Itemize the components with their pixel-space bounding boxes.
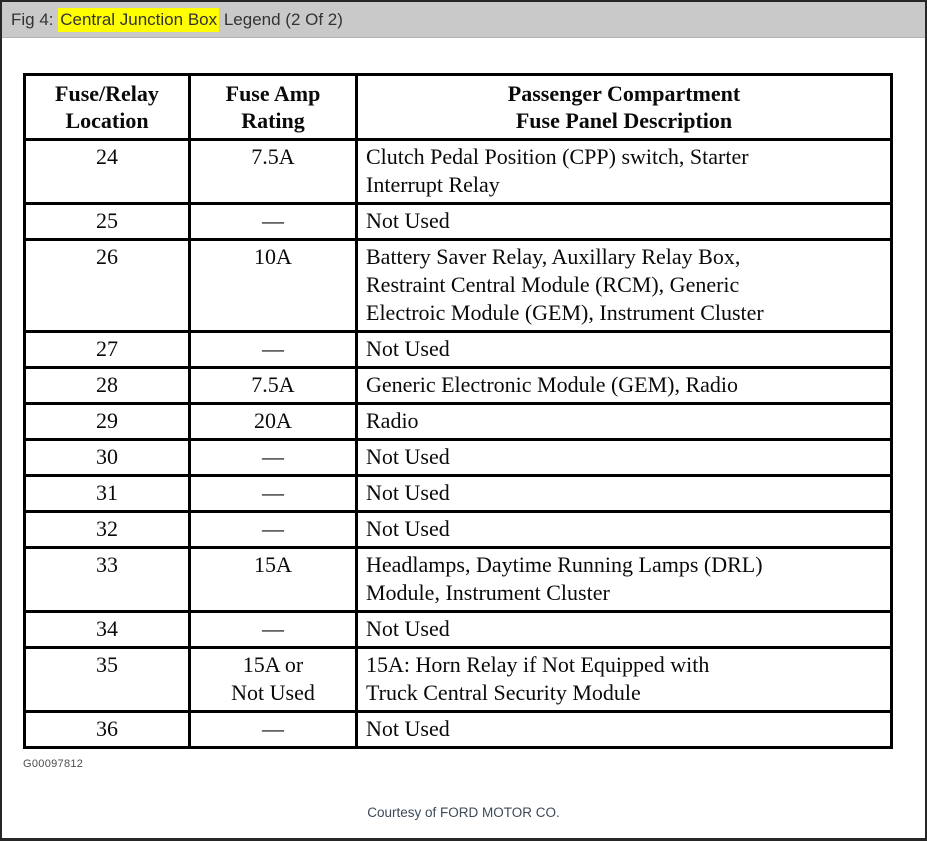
cell-fuse-relay-location: 33: [23, 546, 191, 613]
table-row: 28 7.5A Generic Electronic Module (GEM), R…: [23, 366, 893, 405]
cell-fuse-relay-location: 31: [23, 474, 191, 513]
cell-description: Battery Saver Relay, Auxillary Relay Box…: [355, 238, 893, 333]
cell-fuse-amp-rating: —: [188, 474, 358, 513]
table-row: 24 7.5A Clutch Pedal Position (CPP) switch…: [23, 138, 893, 205]
table-row: 32— Not Used: [23, 510, 893, 549]
table-row: 30— Not Used: [23, 438, 893, 477]
cell-fuse-relay-location: 24: [23, 138, 191, 205]
cell-fuse-relay-location: 34: [23, 610, 191, 649]
figure-code: G00097812: [23, 758, 84, 770]
cell-description: Not Used: [355, 202, 893, 241]
cell-fuse-relay-location: 36: [23, 710, 191, 749]
column-header-fuse-relay-location: Fuse/Relay Location: [23, 73, 191, 141]
cell-fuse-amp-rating: —: [188, 510, 358, 549]
cell-fuse-amp-rating: 20A: [188, 402, 358, 441]
table-row: 27— Not Used: [23, 330, 893, 369]
cell-fuse-relay-location: 25: [23, 202, 191, 241]
cell-fuse-amp-rating: —: [188, 710, 358, 749]
fuse-table-body: 24 7.5A Clutch Pedal Position (CPP) switch…: [23, 138, 893, 749]
cell-description: Headlamps, Daytime Running Lamps (DRL) M…: [355, 546, 893, 613]
cell-description: Not Used: [355, 330, 893, 369]
figure-title-suffix: Legend (2 Of 2): [219, 9, 343, 29]
cell-description: Generic Electronic Module (GEM), Radio: [355, 366, 893, 405]
cell-fuse-amp-rating: —: [188, 202, 358, 241]
table-row: 25— Not Used: [23, 202, 893, 241]
cell-fuse-relay-location: 28: [23, 366, 191, 405]
cell-fuse-amp-rating: 10A: [188, 238, 358, 333]
cell-description: 15A: Horn Relay if Not Equipped with Tru…: [355, 646, 893, 713]
table-header-row: Fuse/Relay Location Fuse Amp Rating Pass…: [23, 73, 893, 141]
fuse-legend-table: Fuse/Relay Location Fuse Amp Rating Pass…: [23, 73, 893, 749]
table-row: 34— Not Used: [23, 610, 893, 649]
table-row: 31— Not Used: [23, 474, 893, 513]
table-row: 29 20A Radio: [23, 402, 893, 441]
cell-fuse-amp-rating: 15A: [188, 546, 358, 613]
cell-description: Not Used: [355, 510, 893, 549]
column-header-fuse-amp-rating: Fuse Amp Rating: [188, 73, 358, 141]
cell-fuse-amp-rating: 15A or Not Used: [188, 646, 358, 713]
table-row: 36— Not Used: [23, 710, 893, 749]
cell-fuse-amp-rating: 7.5A: [188, 138, 358, 205]
cell-fuse-amp-rating: —: [188, 610, 358, 649]
courtesy-note: Courtesy of FORD MOTOR CO.: [367, 805, 560, 820]
cell-description: Not Used: [355, 474, 893, 513]
cell-fuse-relay-location: 29: [23, 402, 191, 441]
cell-fuse-amp-rating: 7.5A: [188, 366, 358, 405]
table-row: 35 15A or Not Used 15A: Horn Relay if Not …: [23, 646, 893, 713]
cell-fuse-relay-location: 32: [23, 510, 191, 549]
table-row: 33 15A Headlamps, Daytime Running Lamps (D…: [23, 546, 893, 613]
cell-description: Not Used: [355, 610, 893, 649]
cell-description: Not Used: [355, 710, 893, 749]
cell-fuse-amp-rating: —: [188, 438, 358, 477]
table-row: 26 10A Battery Saver Relay, Auxillary Rela…: [23, 238, 893, 333]
cell-fuse-relay-location: 35: [23, 646, 191, 713]
figure-title-prefix: Fig 4:: [11, 9, 59, 29]
cell-description: Clutch Pedal Position (CPP) switch, Star…: [355, 138, 893, 205]
cell-fuse-amp-rating: —: [188, 330, 358, 369]
cell-fuse-relay-location: 27: [23, 330, 191, 369]
figure-title-bar: Fig 4: Central Junction Box Legend (2 Of…: [2, 2, 925, 38]
cell-fuse-relay-location: 26: [23, 238, 191, 333]
figure-title-highlight: Central Junction Box: [58, 7, 220, 32]
cell-description: Not Used: [355, 438, 893, 477]
column-header-description: Passenger Compartment Fuse Panel Descrip…: [355, 73, 893, 141]
cell-description: Radio: [355, 402, 893, 441]
cell-fuse-relay-location: 30: [23, 438, 191, 477]
